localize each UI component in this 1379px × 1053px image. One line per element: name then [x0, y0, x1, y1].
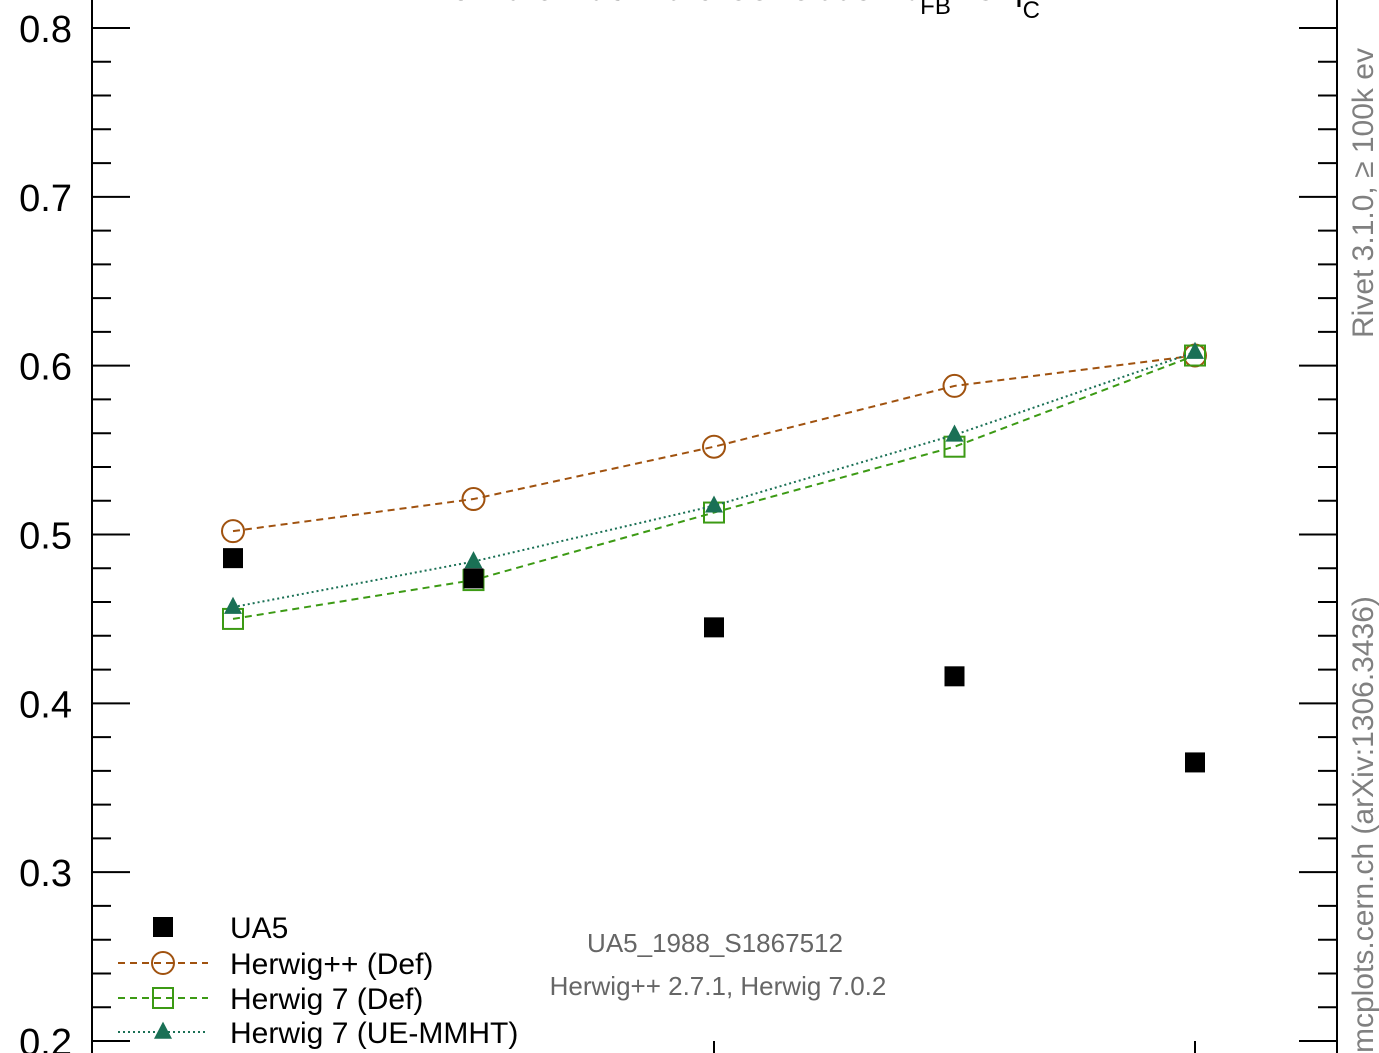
y-tick-label: 0.3 — [19, 853, 72, 895]
x-axis — [713, 1041, 1196, 1053]
series-herwig-7-def — [222, 344, 1206, 630]
y-axis: 0.2 0.3 0.4 0.5 0.6 0.7 0.8 — [19, 9, 1337, 1053]
legend-label: Herwig++ (Def) — [230, 948, 433, 981]
data-point — [702, 434, 726, 459]
y-tick-label: 0.4 — [19, 684, 72, 726]
data-point — [942, 373, 967, 398]
legend-label: Herwig 7 (UE-MMHT) — [230, 1017, 518, 1050]
chart-title: Forward-Backward Correlation bFB vs ηC — [431, 0, 1040, 24]
generator-versions: Herwig++ 2.7.1, Herwig 7.0.2 — [550, 971, 887, 1001]
data-point — [223, 548, 243, 569]
series-ua5 — [223, 548, 1205, 773]
data-point — [463, 568, 484, 589]
legend-entry: UA5 — [153, 912, 288, 945]
series-line — [232, 354, 1196, 620]
data-point — [705, 495, 723, 513]
legend-entry: Herwig 7 (Def) — [118, 983, 423, 1016]
data-point — [1185, 752, 1205, 773]
plot-frame — [91, 0, 1338, 1053]
legend-marker — [151, 951, 175, 975]
side-label-mcplots: mcplots.cern.ch (arXiv:1306.3436) — [1347, 596, 1379, 1053]
series-area — [221, 341, 1207, 773]
series-line — [232, 351, 1196, 609]
legend-marker — [153, 917, 173, 937]
side-label-rivet: Rivet 3.1.0, ≥ 100k ev — [1347, 48, 1379, 338]
data-point — [704, 617, 724, 638]
y-tick-label: 0.6 — [19, 347, 72, 389]
analysis-id: UA5_1988_S1867512 — [587, 928, 843, 958]
data-point — [221, 519, 245, 544]
legend-marker — [154, 1021, 172, 1039]
data-point — [224, 596, 242, 614]
series-line — [232, 354, 1196, 533]
data-point — [464, 551, 483, 569]
data-point — [945, 424, 964, 442]
legend-entry: Herwig++ (Def) — [118, 948, 433, 981]
data-point — [461, 487, 486, 512]
y-tick-label: 0.8 — [19, 9, 72, 51]
legend-marker — [152, 987, 174, 1009]
y-tick-label: 0.5 — [19, 516, 72, 558]
y-tick-label: 0.7 — [19, 178, 72, 220]
legend-entry: Herwig 7 (UE-MMHT) — [118, 1017, 518, 1050]
data-point — [944, 666, 965, 687]
y-tick-label: 0.2 — [19, 1022, 72, 1053]
legend-label: UA5 — [230, 912, 288, 945]
series-herwig-7-ue-mmht — [224, 341, 1204, 614]
data-point — [1186, 341, 1204, 359]
legend-label: Herwig 7 (Def) — [230, 983, 423, 1016]
